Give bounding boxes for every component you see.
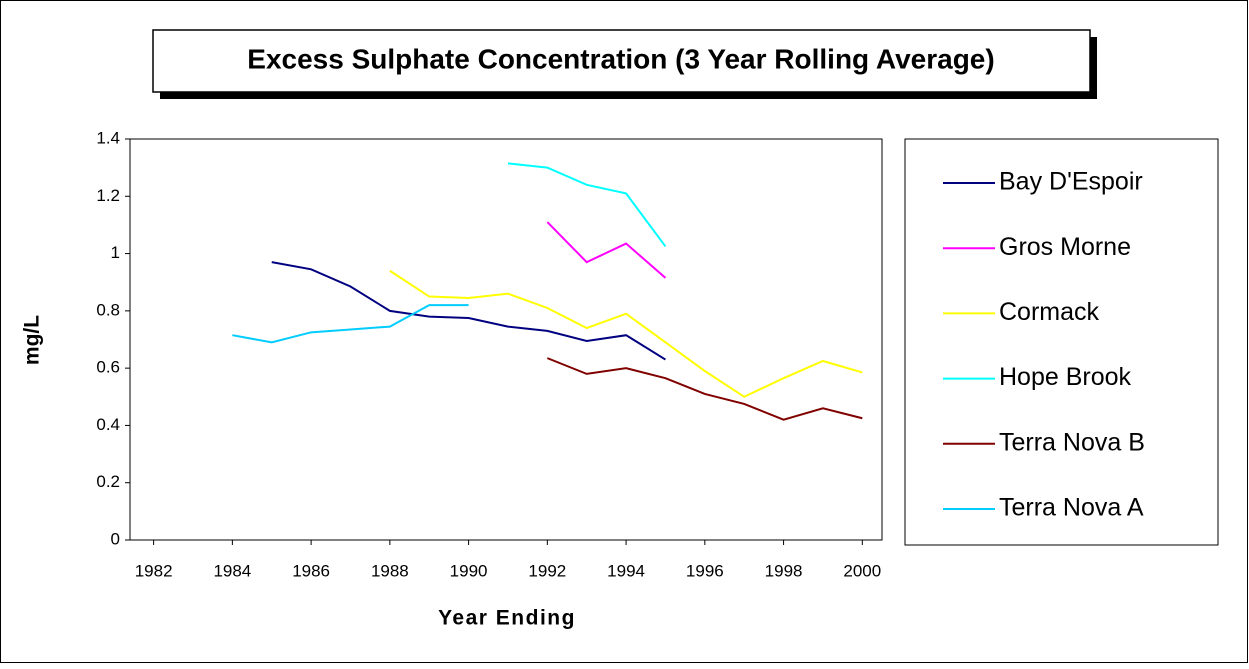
x-tick-label: 2000: [843, 561, 881, 580]
series-line: [546, 357, 863, 421]
x-axis-label: Year Ending: [438, 607, 576, 630]
legend-label: Hope Brook: [999, 363, 1132, 391]
y-tick-label: 0: [111, 529, 120, 548]
chart-title: Excess Sulphate Concentration (3 Year Ro…: [247, 43, 994, 74]
plot-area: [129, 138, 883, 541]
y-tick-label: 0.4: [96, 415, 120, 434]
legend-label: Terra Nova A: [999, 494, 1144, 522]
series-line: [507, 162, 667, 248]
x-tick-label: 1988: [371, 561, 409, 580]
y-tick-label: 1.2: [96, 186, 120, 205]
legend-label: Bay D'Espoir: [999, 168, 1143, 196]
x-tick-label: 1992: [528, 561, 566, 580]
legend-box: [904, 138, 1219, 546]
x-tick-label: 1984: [213, 561, 251, 580]
y-tick-label: 0.2: [96, 472, 120, 491]
x-tick-label: 1982: [135, 561, 173, 580]
y-tick-label: 1: [111, 243, 120, 262]
y-tick-label: 0.6: [96, 358, 120, 377]
legend-label: Cormack: [999, 298, 1100, 326]
legend-label: Gros Morne: [999, 233, 1131, 261]
x-tick-label: 1986: [292, 561, 330, 580]
series-line: [546, 221, 667, 279]
series-line: [389, 269, 863, 398]
y-axis-label: mg/L: [21, 315, 44, 365]
x-tick-label: 1996: [686, 561, 724, 580]
title-box: [152, 29, 1091, 93]
legend-label: Terra Nova B: [999, 428, 1145, 456]
y-tick-label: 0.8: [96, 300, 120, 319]
series-line: [232, 304, 469, 344]
y-tick-label: 1.4: [96, 128, 120, 147]
x-tick-label: 1990: [450, 561, 488, 580]
x-tick-label: 1998: [765, 561, 803, 580]
series-line: [271, 261, 666, 361]
x-tick-label: 1994: [607, 561, 645, 580]
